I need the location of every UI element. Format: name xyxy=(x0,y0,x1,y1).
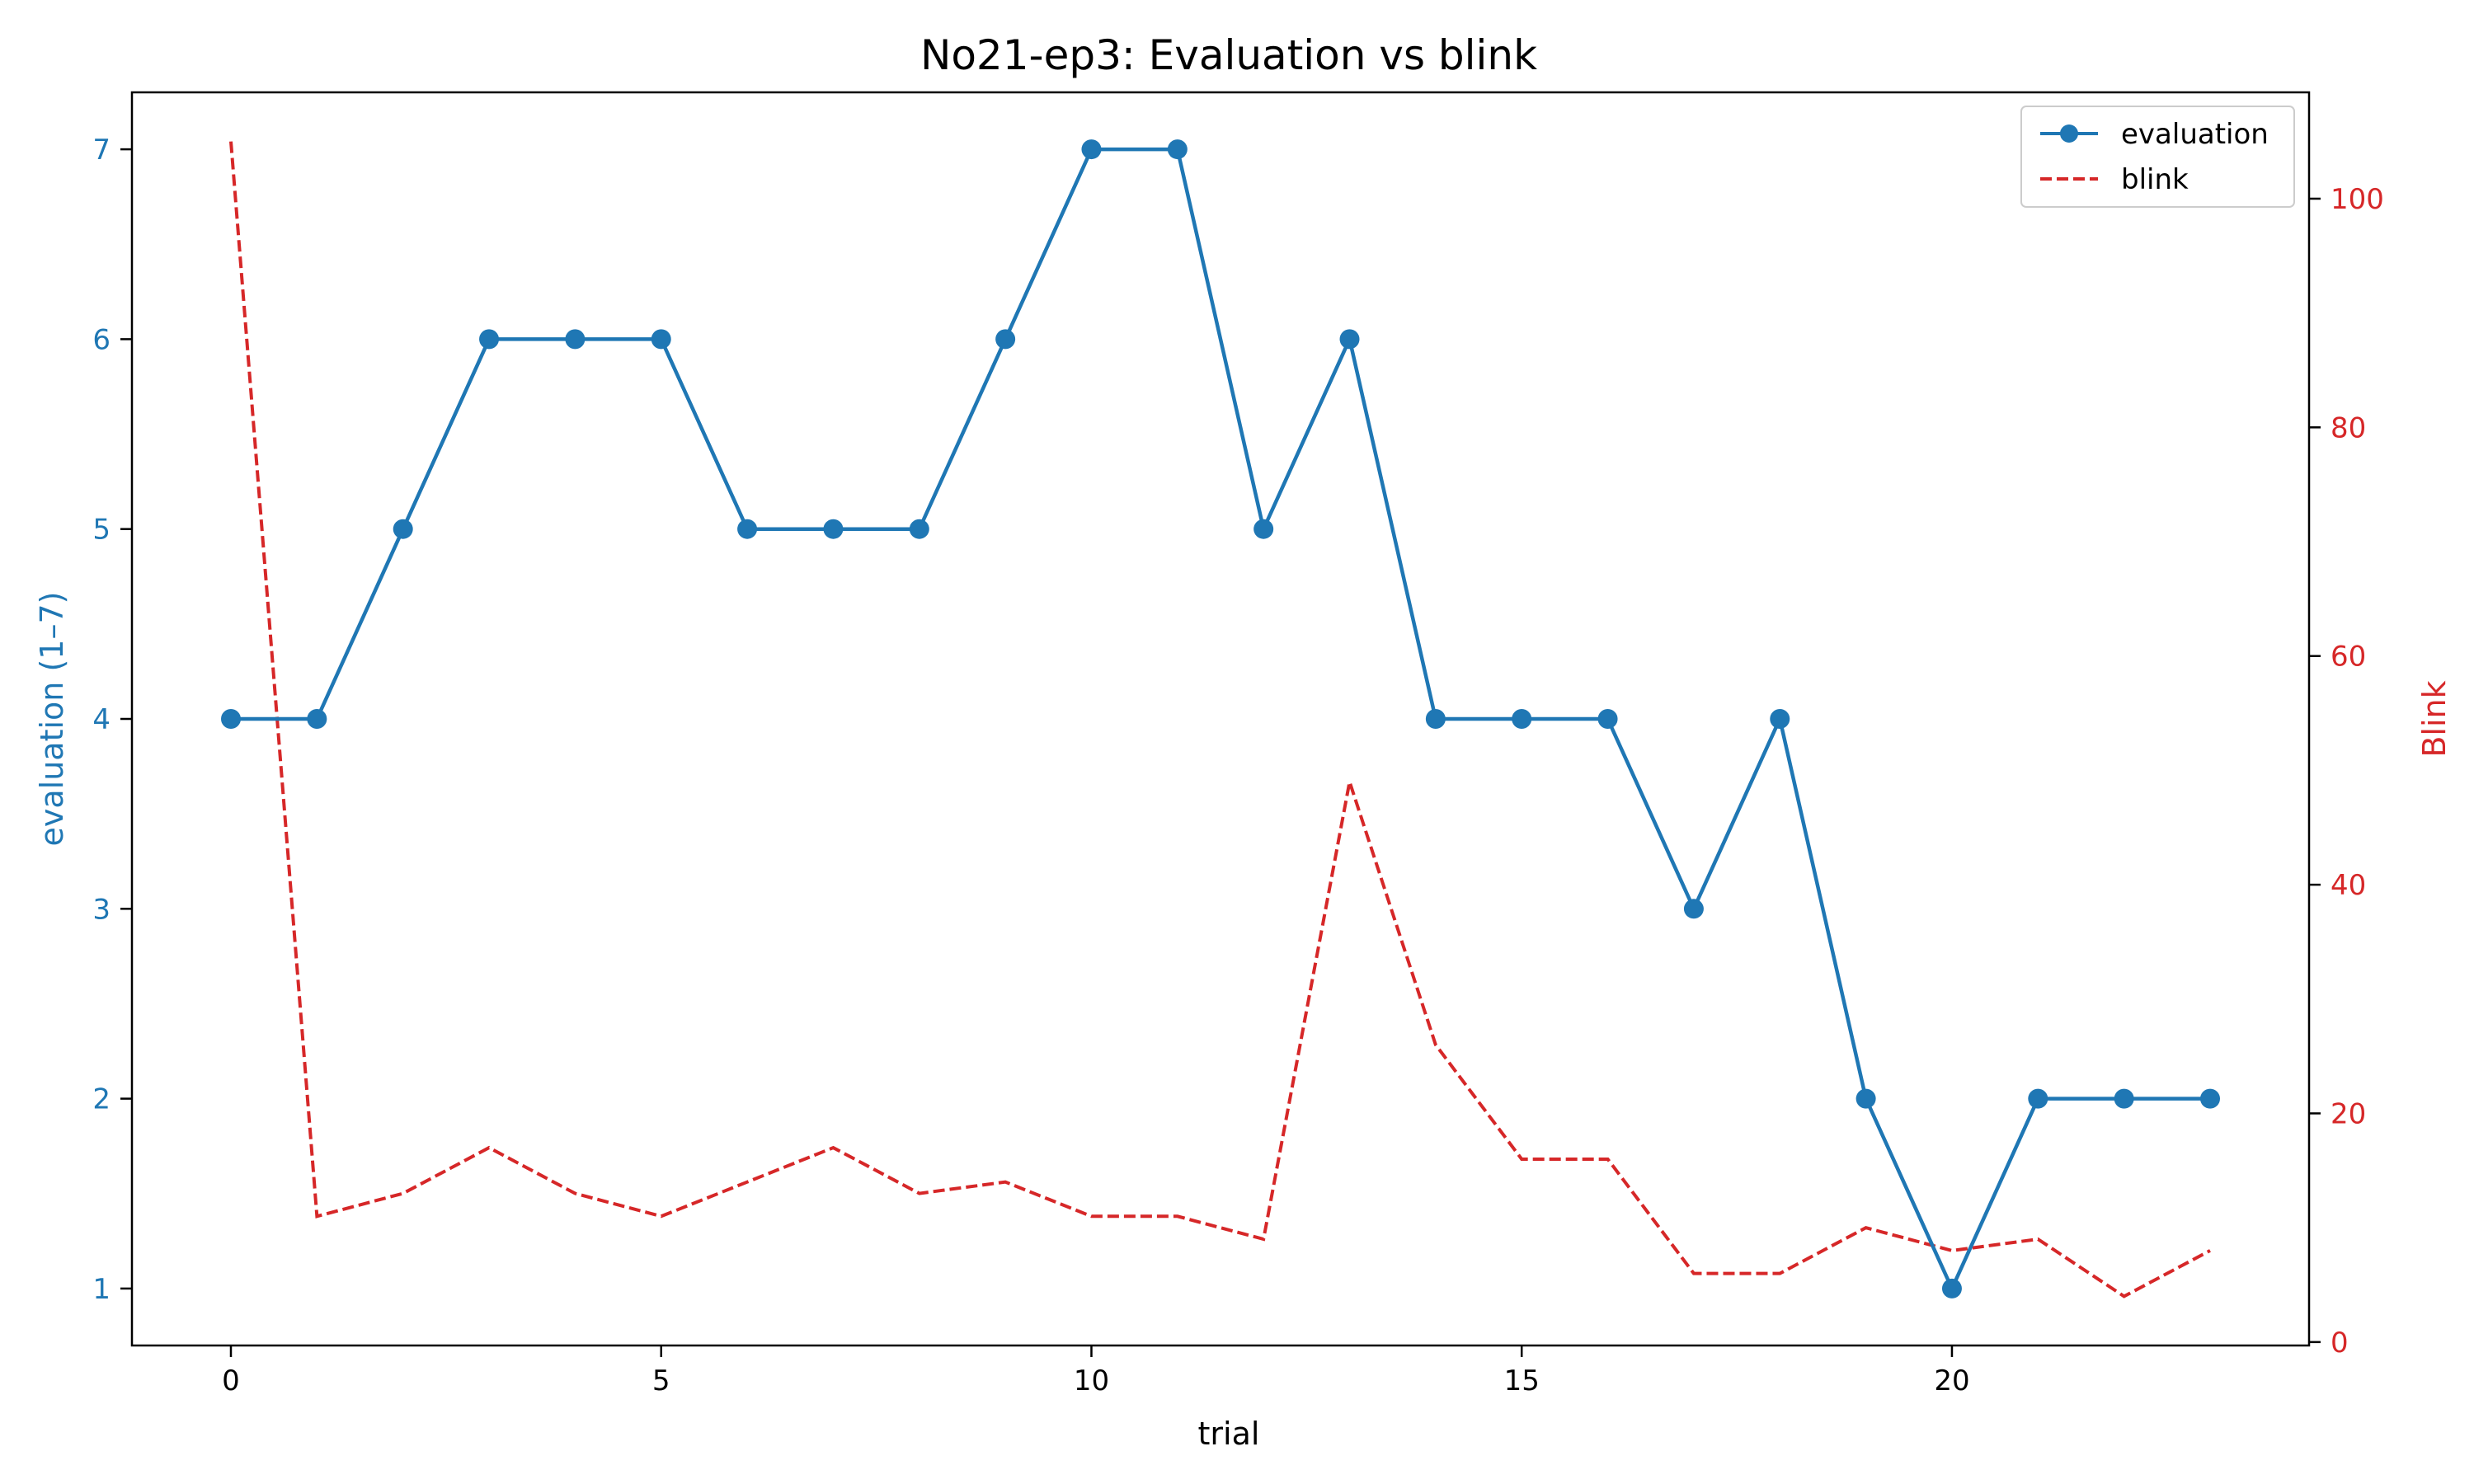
legend: evaluation blink xyxy=(2020,106,2295,208)
series-blink-line xyxy=(229,141,2211,1298)
evaluation-point-10 xyxy=(1081,139,1102,160)
evaluation-point-21 xyxy=(2028,1088,2048,1109)
x-tick-label-0: 0 xyxy=(222,1364,240,1397)
y-right-tick-label-80: 80 xyxy=(2331,411,2366,444)
evaluation-point-11 xyxy=(1167,139,1188,160)
x-tick-label-5: 5 xyxy=(652,1364,670,1397)
y-left-tick-label-6: 6 xyxy=(92,323,111,356)
series-evaluation-line xyxy=(231,147,2210,1291)
y-axis-left-title: evaluation (1–7) xyxy=(34,592,70,847)
evaluation-point-15 xyxy=(1512,709,1532,729)
evaluation-point-13 xyxy=(1339,329,1360,350)
evaluation-point-23 xyxy=(2200,1088,2220,1109)
y-axis-right-title: Blink xyxy=(2416,680,2453,757)
legend-frame xyxy=(2020,106,2295,208)
legend-evaluation-marker xyxy=(2060,124,2078,143)
evaluation-point-0 xyxy=(221,709,241,729)
evaluation-point-20 xyxy=(1941,1278,1962,1298)
x-tick-label-15: 15 xyxy=(1504,1364,1540,1397)
y-left-tick-label-7: 7 xyxy=(92,134,111,167)
x-tick-label-20: 20 xyxy=(1934,1364,1969,1397)
evaluation-point-22 xyxy=(2114,1088,2134,1109)
y-left-tick-label-3: 3 xyxy=(92,893,111,926)
y-right-tick-label-0: 0 xyxy=(2331,1327,2349,1360)
y-left-tick-label-1: 1 xyxy=(92,1273,111,1306)
evaluation-point-6 xyxy=(737,519,758,539)
evaluation-point-18 xyxy=(1770,709,1790,729)
legend-evaluation-label: evaluation xyxy=(2121,118,2269,151)
evaluation-point-9 xyxy=(995,329,1016,350)
evaluation-point-3 xyxy=(479,329,500,350)
y-right-tick-label-100: 100 xyxy=(2331,183,2384,216)
x-tick-label-10: 10 xyxy=(1074,1364,1109,1397)
y-left-tick-label-2: 2 xyxy=(92,1083,111,1116)
legend-blink-label: blink xyxy=(2121,163,2189,196)
y-right-tick-label-60: 60 xyxy=(2331,641,2366,674)
evaluation-point-14 xyxy=(1425,709,1446,729)
chart-title: No21-ep3: Evaluation vs blink xyxy=(920,31,1537,79)
evaluation-point-8 xyxy=(909,519,929,539)
evaluation-point-5 xyxy=(651,329,671,350)
evaluation-point-1 xyxy=(307,709,327,729)
evaluation-point-7 xyxy=(823,519,844,539)
x-axis-title: trial xyxy=(1198,1416,1260,1452)
evaluation-point-12 xyxy=(1253,519,1274,539)
axes-layer: 0 5 10 15 20 1 2 3 4 5 6 7 0 20 40 60 80 100 xyxy=(92,91,2384,1397)
evaluation-point-2 xyxy=(393,519,413,539)
evaluation-point-16 xyxy=(1597,709,1618,729)
y-right-tick-label-40: 40 xyxy=(2331,869,2366,902)
evaluation-point-17 xyxy=(1683,899,1704,919)
y-left-tick-label-4: 4 xyxy=(92,703,111,736)
y-right-tick-label-20: 20 xyxy=(2331,1097,2366,1130)
evaluation-point-4 xyxy=(565,329,586,350)
y-left-tick-label-5: 5 xyxy=(92,514,111,547)
evaluation-point-19 xyxy=(1856,1088,1876,1109)
series-layer xyxy=(221,139,2220,1298)
